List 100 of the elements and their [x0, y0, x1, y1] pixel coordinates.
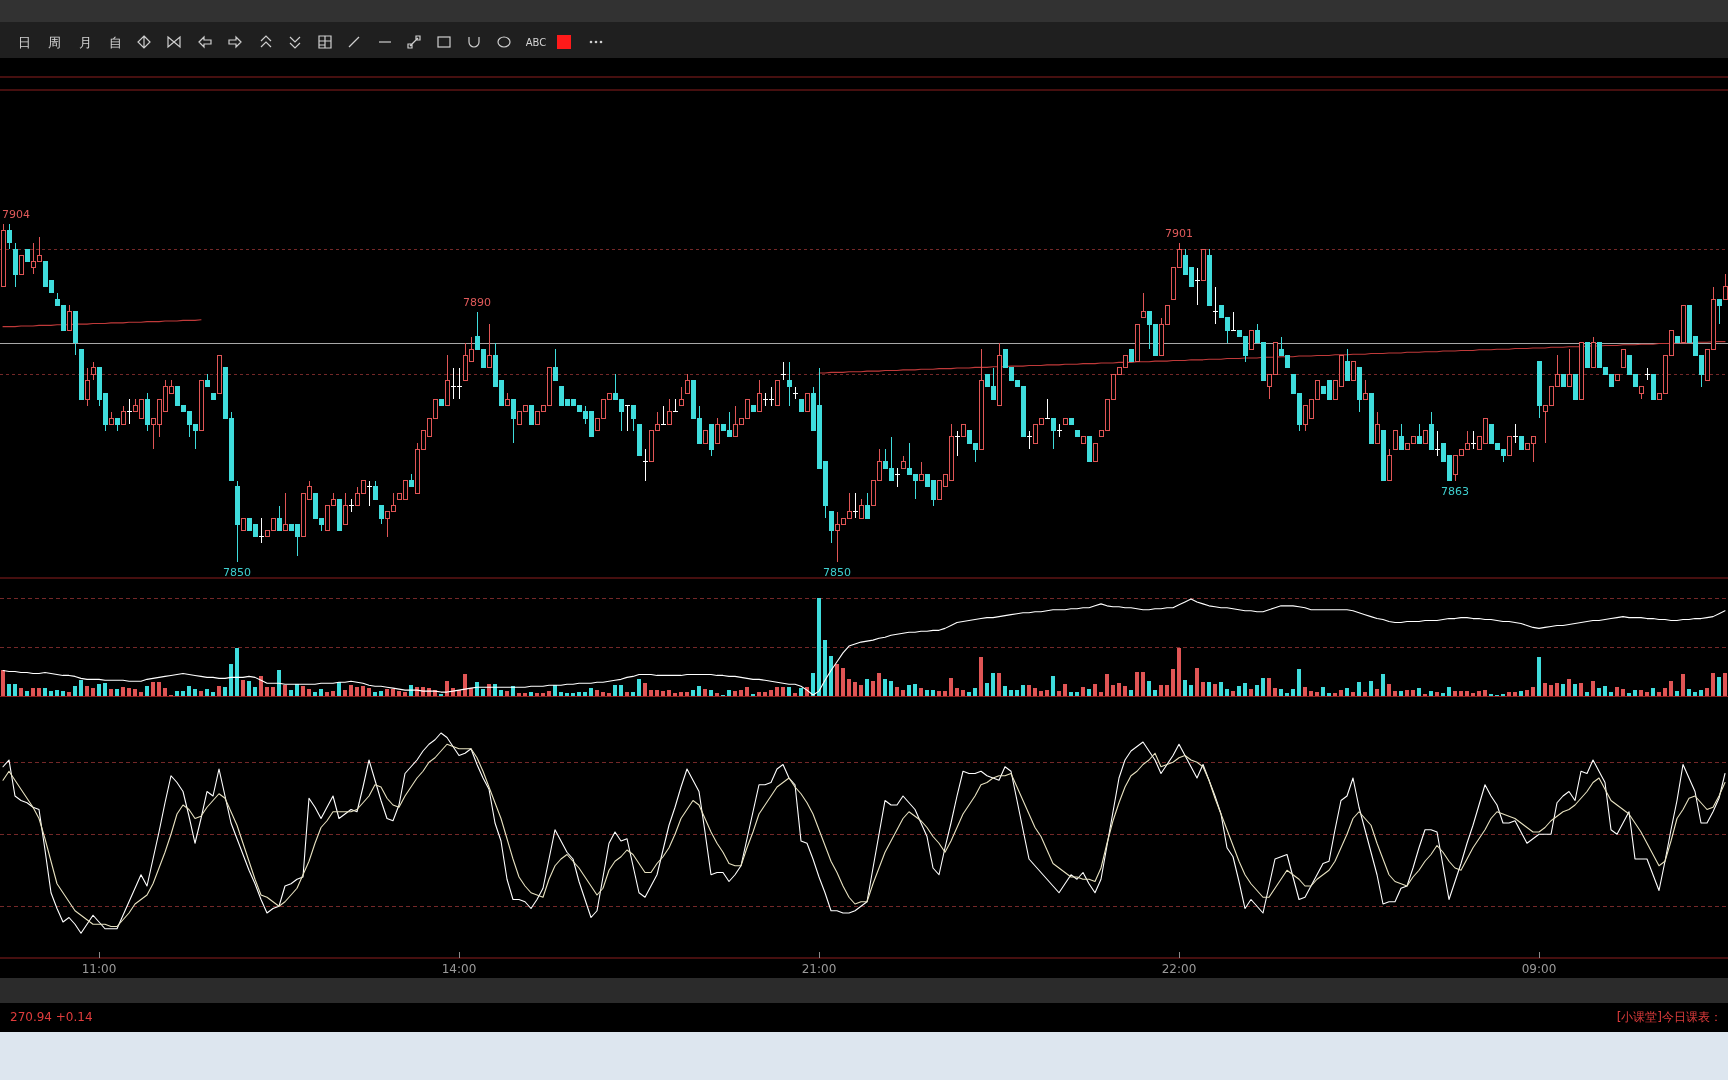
bar	[372, 692, 378, 696]
candlestick	[1134, 323, 1141, 363]
bar	[66, 692, 72, 696]
bar	[960, 690, 966, 696]
text: 日	[17, 35, 31, 50]
bar	[1308, 691, 1314, 696]
bar	[360, 686, 366, 696]
candlestick	[672, 398, 679, 413]
bar	[1362, 692, 1368, 696]
x-tick-label: 09:00	[1521, 962, 1557, 976]
candlestick	[852, 492, 859, 519]
bar	[942, 691, 948, 696]
candlestick	[1356, 367, 1363, 413]
bar	[1176, 647, 1182, 696]
candlestick	[918, 461, 925, 482]
bar	[1344, 688, 1350, 696]
bar	[924, 690, 930, 696]
bar	[1656, 692, 1662, 696]
candlestick	[6, 223, 13, 250]
bar	[678, 692, 684, 696]
bar	[1434, 692, 1440, 696]
annotation: 7901	[1165, 226, 1193, 240]
candlestick	[258, 517, 265, 544]
bar	[1302, 687, 1308, 696]
bar	[1698, 690, 1704, 696]
candlestick	[900, 455, 907, 469]
candlestick	[1194, 267, 1201, 306]
bar	[1290, 689, 1296, 696]
bar	[1080, 687, 1086, 696]
bar	[120, 687, 126, 696]
candlestick	[72, 311, 79, 356]
bar	[1530, 687, 1536, 696]
candlestick	[1590, 336, 1597, 369]
bar	[546, 691, 552, 696]
candlestick	[1716, 298, 1723, 325]
text: 7904	[2, 208, 30, 221]
candlestick	[756, 379, 763, 413]
candlestick	[792, 386, 799, 400]
bar	[36, 688, 42, 696]
candlestick	[954, 430, 961, 457]
candlestick	[216, 354, 223, 394]
bar	[6, 684, 12, 696]
candlestick	[1074, 430, 1081, 438]
annotation: 7863	[1441, 484, 1469, 498]
text: ABC	[525, 37, 547, 48]
bar	[696, 686, 702, 696]
candlestick	[24, 248, 31, 263]
candlestick	[1062, 417, 1069, 425]
bar	[1332, 693, 1338, 696]
bar	[1536, 656, 1542, 696]
bar	[306, 689, 312, 696]
bar	[78, 680, 84, 696]
bar	[186, 686, 192, 696]
candlestick	[702, 430, 709, 444]
candlestick	[1140, 292, 1147, 319]
candlestick	[198, 379, 205, 432]
bar	[1020, 685, 1026, 696]
bar	[1566, 679, 1572, 696]
candlestick	[1350, 361, 1357, 381]
bar	[1380, 674, 1386, 696]
bar	[882, 679, 888, 696]
bar	[1464, 691, 1470, 696]
bar	[1212, 684, 1218, 696]
bar	[1584, 692, 1590, 696]
bar	[1482, 690, 1488, 696]
bar	[1272, 688, 1278, 696]
bar	[1446, 687, 1452, 696]
bar	[1506, 692, 1512, 696]
bar	[1032, 688, 1038, 696]
candlestick	[1398, 423, 1405, 450]
bar	[72, 686, 78, 696]
bar	[252, 687, 258, 696]
bar	[312, 692, 318, 696]
bar	[90, 688, 96, 696]
candlestick	[1206, 248, 1213, 306]
bar	[1512, 692, 1518, 696]
bar	[780, 687, 786, 696]
candlestick	[978, 348, 985, 450]
bar	[1266, 678, 1272, 696]
bar	[666, 690, 672, 696]
bar	[744, 687, 750, 696]
bar	[918, 688, 924, 696]
bar	[18, 688, 24, 696]
bar	[1122, 686, 1128, 696]
bar	[600, 692, 606, 696]
bar	[222, 687, 228, 696]
bar	[1620, 689, 1626, 696]
candlestick	[66, 304, 73, 331]
bar	[1398, 691, 1404, 696]
candlestick	[366, 480, 373, 507]
bar	[570, 693, 576, 696]
candlestick	[1044, 398, 1051, 419]
bar	[1092, 684, 1098, 696]
candlestick	[858, 498, 865, 519]
bar	[660, 691, 666, 696]
bar	[984, 683, 990, 696]
candlestick	[276, 505, 283, 532]
bar	[1050, 676, 1056, 696]
bar	[1524, 690, 1530, 696]
bar	[1242, 683, 1248, 696]
